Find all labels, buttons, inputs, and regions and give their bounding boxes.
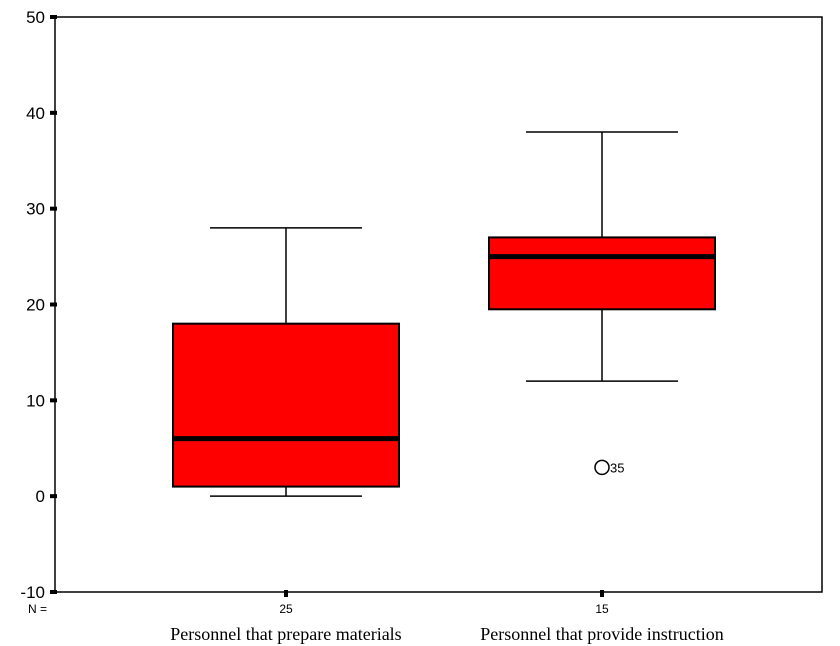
iqr-box: [488, 236, 716, 311]
outlier-point: [594, 459, 610, 476]
y-tick-label: 0: [36, 487, 45, 506]
iqr-box: [172, 322, 400, 488]
y-tick-label: 20: [26, 296, 45, 315]
y-tick-label: 40: [26, 104, 45, 123]
outlier-label: 35: [610, 460, 624, 475]
category-label: Personnel that prepare materials: [170, 624, 401, 644]
n-count-label: 15: [595, 602, 609, 616]
y-axis: -10 0 10 20 30 40 50: [20, 8, 57, 602]
y-tick-label: 50: [26, 8, 45, 27]
y-tick-label: 30: [26, 200, 45, 219]
box-groups: 35: [172, 131, 716, 497]
n-prefix-label: N =: [28, 602, 47, 616]
box-group: [172, 227, 400, 497]
y-tick-label: 10: [26, 391, 45, 410]
category-label: Personnel that provide instruction: [480, 624, 723, 644]
n-count-label: 25: [279, 602, 293, 616]
x-axis: N = 25 Personnel that prepare materials 15…: [28, 590, 724, 644]
box-group: 35: [488, 131, 716, 476]
y-tick-label: -10: [20, 583, 45, 602]
